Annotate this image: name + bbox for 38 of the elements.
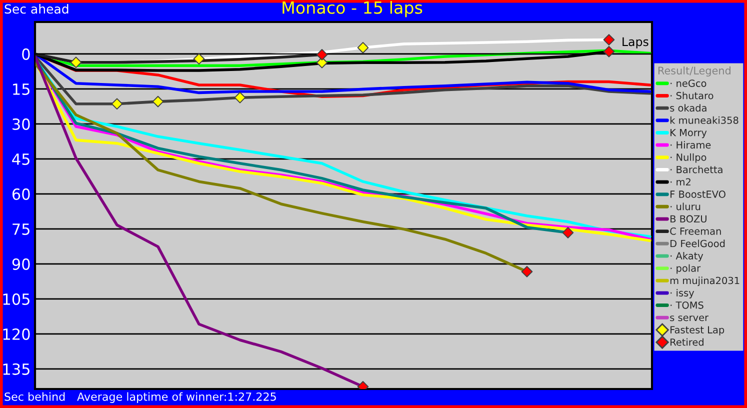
legend-label: s server	[670, 316, 709, 322]
legend-label: · Akaty	[670, 252, 704, 262]
legend-label: Retired	[670, 338, 704, 346]
legend-label: · m2	[670, 178, 690, 186]
chart-title: Monaco - 15 laps	[282, 1, 422, 18]
legend-label: · issy	[670, 288, 694, 298]
legend-label: · polar	[670, 264, 701, 274]
legend-title: Result/Legend	[658, 66, 730, 77]
legend-label: F BoostEVO	[670, 190, 726, 198]
y-tick-label: 105	[3, 293, 30, 305]
y-axis-title: Sec ahead	[4, 4, 68, 14]
legend-label: s okada	[670, 104, 706, 112]
text: Sec behind	[4, 392, 65, 401]
y-tick-label: 75	[12, 224, 30, 235]
x-axis-title: Laps	[622, 37, 648, 48]
text: Average laptime of winner:1:27.225	[77, 392, 276, 403]
legend-label: · TOMS	[670, 301, 704, 309]
y-tick-label: 30	[12, 118, 30, 130]
y-tick-label: 60	[12, 188, 30, 200]
legend-label: k muneaki358	[670, 116, 738, 124]
y-tick-label: 120	[3, 328, 30, 340]
legend-label: m mujina2031	[670, 276, 740, 286]
legend-label: D FeelGood	[670, 240, 725, 248]
y-tick-label: 135	[3, 363, 30, 375]
y-tick-label: 0	[22, 48, 30, 60]
legend-label: · Nullpo	[670, 153, 706, 163]
legend-label: · uluru	[670, 202, 700, 210]
legend-label: K Morry	[670, 129, 707, 138]
legend-label: B BOZU	[670, 215, 706, 223]
legend-label: · Hirame	[670, 141, 711, 149]
y-tick-label: 15	[13, 84, 30, 95]
y-tick-label: 45	[12, 154, 30, 165]
legend-label: Fastest Lap	[670, 326, 724, 336]
legend-label: · Barchetta	[670, 166, 722, 174]
legend-label: · neGco	[670, 80, 706, 87]
y-tick-label: 90	[12, 258, 30, 270]
legend-label: C Freeman	[670, 228, 721, 235]
legend-label: · Shutaro	[670, 92, 714, 100]
